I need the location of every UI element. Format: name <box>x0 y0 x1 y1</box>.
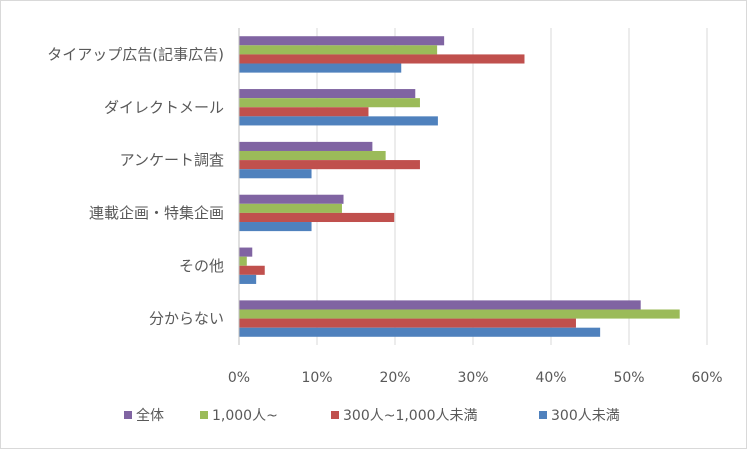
bar <box>239 54 525 64</box>
legend-swatch <box>124 411 132 419</box>
bar <box>239 309 680 319</box>
legend-label: 1,000人~ <box>212 408 278 424</box>
x-tick-label: 20% <box>379 370 410 386</box>
tick-labels: 0% 10% 20% 30% 40% 50% 60% <box>228 370 723 386</box>
x-tick-label: 40% <box>535 370 566 386</box>
legend-label: 300人未満 <box>551 408 620 424</box>
legend-swatch <box>539 411 547 419</box>
category-label: 分からない <box>149 310 224 328</box>
bar <box>239 107 369 117</box>
x-tick-label: 50% <box>613 370 644 386</box>
bar <box>239 327 601 337</box>
category-label: タイアップ広告(記事広告) <box>47 45 224 63</box>
category-label: その他 <box>179 257 224 275</box>
bar <box>239 300 641 310</box>
bar <box>239 212 395 223</box>
bar <box>239 247 253 257</box>
legend-label: 全体 <box>136 407 164 424</box>
bar <box>239 194 344 204</box>
category-label: ダイレクトメール <box>104 98 224 116</box>
bar <box>239 265 265 275</box>
bar <box>239 274 257 284</box>
bars <box>239 36 680 337</box>
bar <box>239 141 373 151</box>
bar <box>239 160 420 170</box>
bar <box>239 203 342 213</box>
legend: 全体 1,000人~ 300人~1,000人未満 300人未満 <box>124 407 620 424</box>
category-label: 連載企画・特集企画 <box>89 204 224 222</box>
x-tick-label: 30% <box>457 370 488 386</box>
bar <box>239 222 312 232</box>
bar <box>239 45 438 55</box>
x-tick-label: 10% <box>301 370 332 386</box>
bar <box>239 98 420 108</box>
bar <box>239 318 576 328</box>
grid-lines <box>316 28 708 345</box>
bar <box>239 116 438 126</box>
category-label: アンケート調査 <box>120 151 224 169</box>
bar <box>239 150 386 161</box>
category-labels: タイアップ広告(記事広告) ダイレクトメールアンケート調査連載企画・特集企画その他… <box>47 45 224 327</box>
legend-label: 300人~1,000人未満 <box>343 408 478 424</box>
x-tick-label: 60% <box>691 370 722 386</box>
bar <box>239 36 445 46</box>
bar <box>239 256 247 266</box>
bar <box>239 89 416 99</box>
legend-swatch <box>200 411 208 419</box>
legend-swatch <box>331 411 339 419</box>
bar <box>239 63 402 73</box>
x-tick-label: 0% <box>228 370 250 386</box>
bar <box>239 169 312 179</box>
